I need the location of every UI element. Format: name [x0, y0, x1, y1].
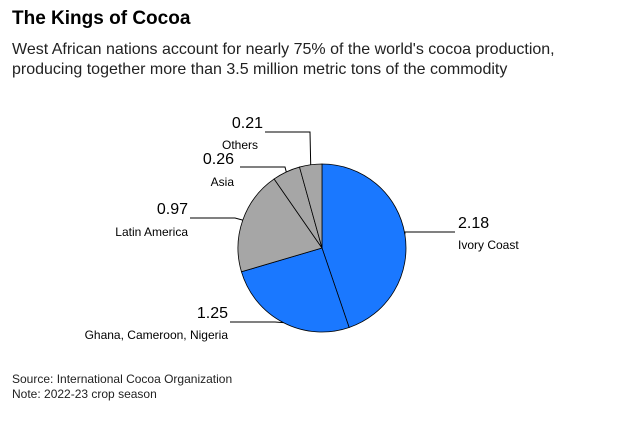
leader-line-ivory-coast	[404, 231, 455, 235]
slice-ghana-cameroon-nigeria	[240, 247, 350, 333]
crop-season-note: Note: 2022-23 crop season	[12, 387, 157, 401]
slice-ivory-coast	[321, 163, 407, 328]
value-label-ghana-cameroon-nigeria: 1.25	[197, 305, 228, 322]
value-label-asia: 0.26	[203, 151, 234, 168]
chart-subtitle: West African nations account for nearly …	[12, 41, 555, 78]
value-label-latin-america: 0.97	[157, 201, 188, 218]
category-label-latin-america: Latin America	[115, 225, 188, 239]
category-label-ghana-cameroon-nigeria: Ghana, Cameroon, Nigeria	[85, 328, 229, 342]
category-label-ivory-coast: Ivory Coast	[458, 238, 519, 252]
category-label-asia: Asia	[211, 175, 235, 189]
leader-line-asia	[240, 166, 287, 173]
leader-line-ghana-cameroon-nigeria	[230, 321, 284, 324]
category-label-others: Others	[222, 138, 258, 152]
leader-line-latin-america	[190, 217, 243, 221]
source-note: Source: International Cocoa Organization	[12, 372, 233, 386]
value-label-ivory-coast: 2.18	[458, 215, 489, 232]
value-label-others: 0.21	[232, 115, 263, 132]
chart-title: The Kings of Cocoa	[12, 8, 191, 29]
leader-line-others	[265, 131, 312, 165]
